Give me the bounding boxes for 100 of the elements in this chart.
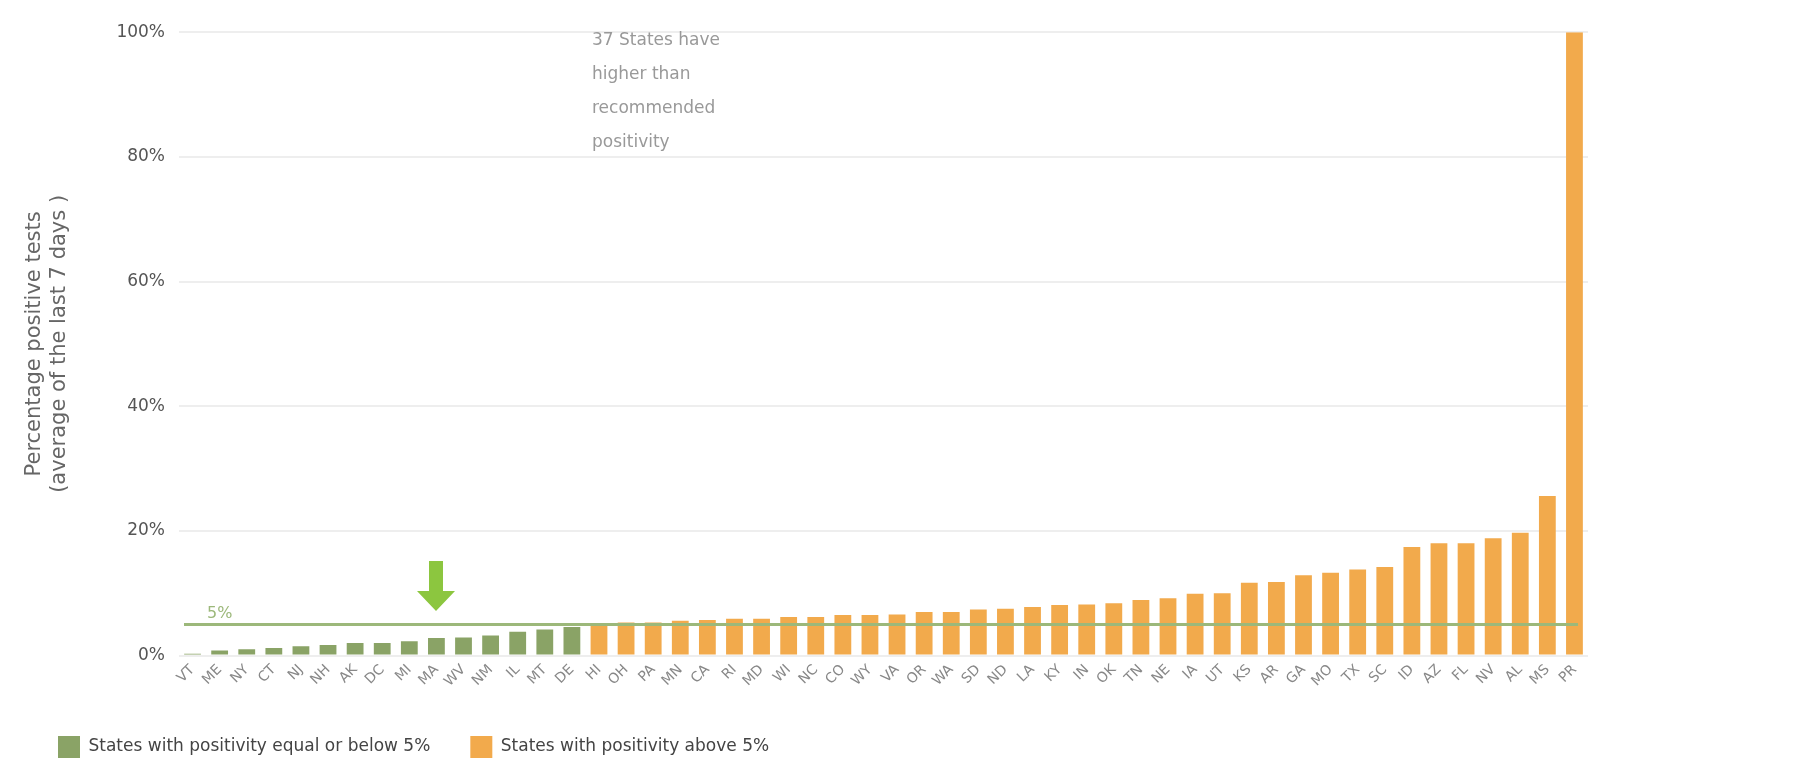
y-tick-label: 40% xyxy=(127,394,165,415)
bar xyxy=(1105,603,1123,655)
x-tick-label: CT xyxy=(254,660,279,686)
x-tick-label: GA xyxy=(1282,660,1309,687)
bar xyxy=(536,629,554,655)
x-tick-label: NC xyxy=(794,660,821,687)
bar xyxy=(753,618,770,655)
x-tick-label: OR xyxy=(902,660,930,687)
x-tick-label: MA xyxy=(414,660,442,688)
bar xyxy=(807,616,825,655)
x-tick-label: PA xyxy=(634,660,659,685)
bar xyxy=(726,618,743,655)
bar xyxy=(834,615,852,655)
x-tick-label: MT xyxy=(523,660,550,687)
x-tick-label: IL xyxy=(502,660,523,681)
y-tick-label: 100% xyxy=(116,20,165,41)
x-tick-label: OK xyxy=(1092,660,1120,687)
x-tick-label: MS xyxy=(1525,660,1553,688)
x-tick-label: AK xyxy=(335,660,361,686)
bar xyxy=(915,611,933,655)
bar xyxy=(1349,569,1367,655)
y-tick-label: 20% xyxy=(127,519,165,540)
bar xyxy=(400,641,418,655)
x-tick-label: NJ xyxy=(283,660,306,683)
bar xyxy=(997,608,1014,655)
bar xyxy=(238,649,256,655)
x-tick-label: TN xyxy=(1120,660,1146,687)
x-tick-label: NM xyxy=(468,660,496,689)
bar xyxy=(1213,593,1231,655)
bar xyxy=(1024,606,1041,655)
bar xyxy=(969,609,987,655)
x-tick-label: WI xyxy=(769,660,794,685)
bar xyxy=(509,631,527,655)
x-tick-label: KS xyxy=(1229,660,1255,685)
legend-label: States with positivity above 5% xyxy=(500,735,770,756)
x-tick-label: CO xyxy=(821,660,848,687)
bar xyxy=(373,643,391,655)
bar xyxy=(1051,605,1069,655)
bar xyxy=(1430,543,1448,655)
x-tick-label: PR xyxy=(1554,660,1580,686)
x-tick-label: AL xyxy=(1501,660,1526,685)
bar xyxy=(1267,582,1285,655)
x-tick-label: MI xyxy=(391,660,415,684)
bar xyxy=(1132,600,1150,655)
x-tick-label: DC xyxy=(361,660,388,687)
x-tick-label: IN xyxy=(1069,660,1092,683)
x-tick-label: WY xyxy=(847,660,875,689)
bar xyxy=(1240,582,1258,655)
bar xyxy=(1484,538,1502,655)
x-tick-label: MD xyxy=(738,660,767,689)
x-tick-label: NY xyxy=(226,660,252,686)
legend-label: States with positivity equal or below 5% xyxy=(88,735,431,756)
bar xyxy=(1295,575,1312,655)
bar xyxy=(1538,495,1556,655)
x-tick-label: IA xyxy=(1178,660,1201,682)
x-tick-label: AZ xyxy=(1418,660,1444,686)
bar xyxy=(319,644,337,655)
bar xyxy=(455,637,472,655)
x-tick-label: ND xyxy=(983,660,1011,688)
x-tick-label: HI xyxy=(582,660,604,683)
x-tick-label: UT xyxy=(1202,660,1228,686)
bar xyxy=(265,648,283,655)
bar xyxy=(1159,598,1177,655)
x-tick-label: KY xyxy=(1040,660,1065,685)
bar xyxy=(780,616,798,655)
bar xyxy=(1566,32,1583,655)
bar xyxy=(1403,547,1421,655)
x-tick-label: ID xyxy=(1394,660,1417,683)
x-tick-label: MO xyxy=(1307,660,1336,689)
x-tick-label: AR xyxy=(1256,660,1282,686)
x-tick-label: NE xyxy=(1147,660,1173,686)
bar xyxy=(1511,532,1529,655)
x-tick-label: OH xyxy=(604,660,631,688)
x-tick-label: ME xyxy=(198,660,225,687)
ref-line-label: 5% xyxy=(207,602,233,622)
x-tick-label: VA xyxy=(877,660,903,686)
y-tick-label: 0% xyxy=(138,643,165,664)
bar xyxy=(1376,567,1394,655)
x-tick-label: CA xyxy=(687,660,713,686)
x-tick-label: FL xyxy=(1448,660,1471,684)
x-tick-label: DE xyxy=(551,660,577,687)
bar xyxy=(1457,543,1475,655)
x-tick-label: SC xyxy=(1364,660,1390,686)
x-tick-label: LA xyxy=(1013,660,1038,685)
bar xyxy=(1078,604,1096,655)
bar xyxy=(698,620,716,655)
bar xyxy=(428,638,445,655)
bar xyxy=(563,626,581,655)
x-tick-label: TX xyxy=(1337,660,1363,686)
x-tick-label: RI xyxy=(718,660,740,682)
annotation: 37 States have higher than recommended positivity xyxy=(592,29,721,152)
x-tick-label: SD xyxy=(957,660,984,687)
x-tick-label: NH xyxy=(306,660,333,688)
bar xyxy=(942,611,960,655)
y-tick-label: 60% xyxy=(127,269,165,290)
bar xyxy=(590,623,608,655)
x-tick-label: NV xyxy=(1472,660,1499,687)
bar xyxy=(1186,593,1204,655)
x-tick-label: WA xyxy=(928,660,957,689)
x-tick-label: WV xyxy=(440,660,469,689)
